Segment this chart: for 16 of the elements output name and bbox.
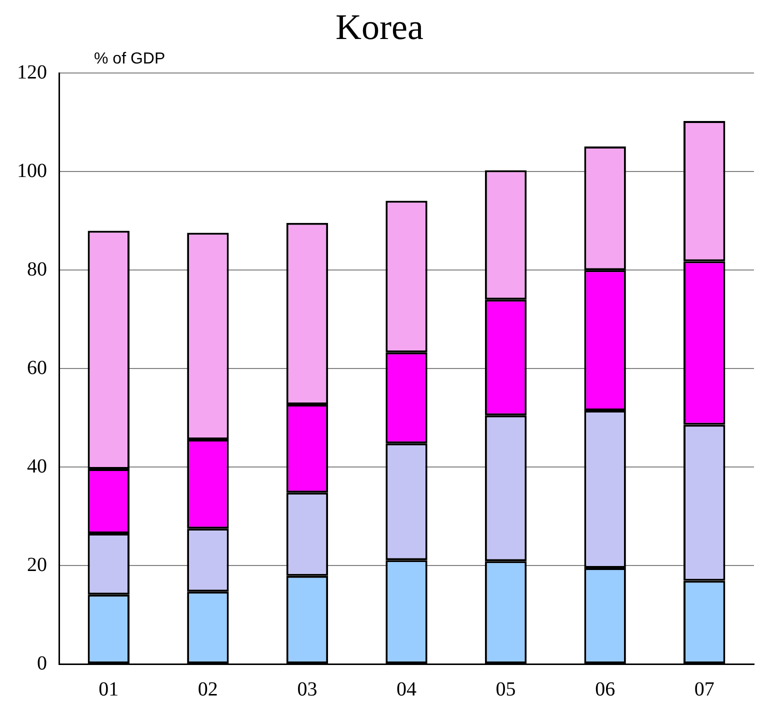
y-tick-label: 60 [27,356,47,379]
x-tick-label: 07 [694,678,714,700]
y-axis-title: % of GDP [94,50,166,68]
y-tick-label: 20 [27,554,47,576]
x-tick-label: 02 [198,678,218,700]
y-tick-label: 100 [17,160,47,182]
x-tick-label: 06 [595,678,616,700]
y-tick-label: 80 [27,258,47,280]
chart-title: Korea [336,7,424,48]
y-tick-label: 40 [27,455,47,478]
y-tick-label: 120 [17,61,47,84]
x-tick-label: 05 [496,678,516,700]
y-tick-label: 0 [37,652,47,674]
x-tick-label: 04 [396,678,416,700]
x-tick-label: 03 [297,678,318,700]
x-tick-label: 01 [98,678,119,700]
